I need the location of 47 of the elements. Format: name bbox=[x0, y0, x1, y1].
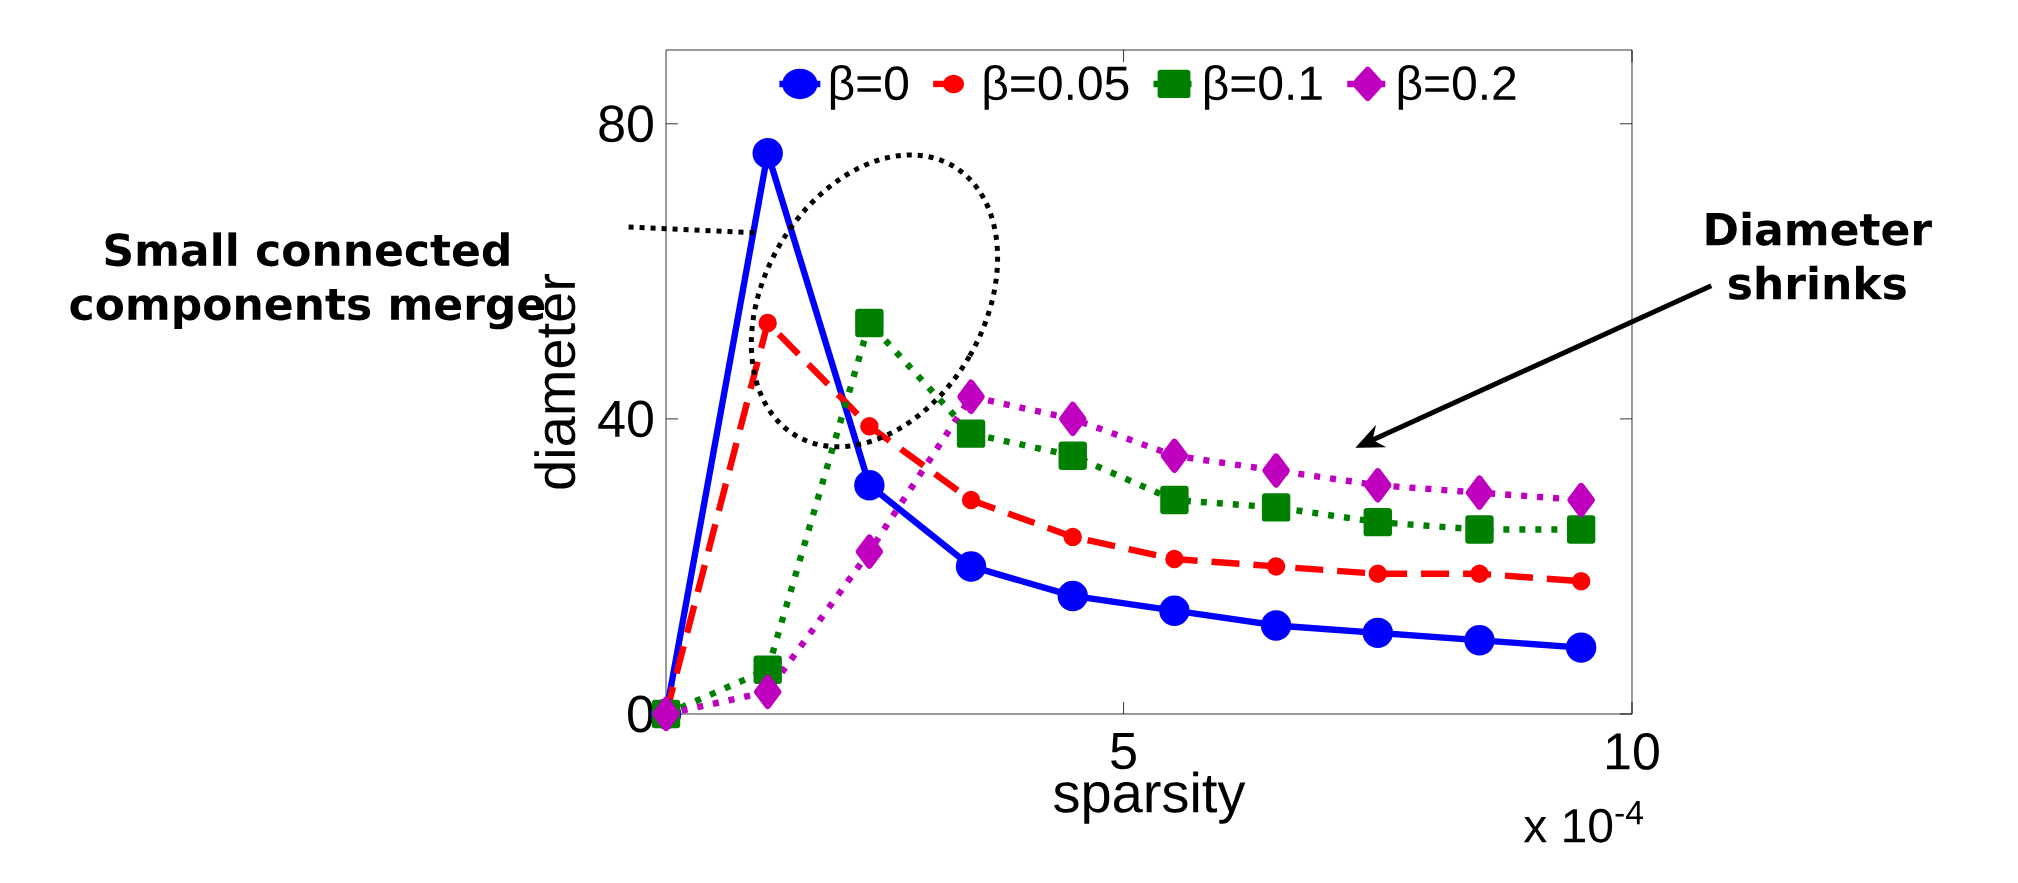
y-tick-label: 40 bbox=[598, 400, 653, 438]
point bbox=[1363, 507, 1392, 537]
point bbox=[752, 138, 783, 169]
point bbox=[758, 313, 777, 333]
point bbox=[955, 551, 987, 582]
legend-label: β=0 bbox=[830, 65, 908, 110]
point bbox=[855, 534, 884, 569]
legend-label: β=0.05 bbox=[984, 65, 1129, 110]
text: Diameter shrinks bbox=[1706, 211, 1932, 300]
point bbox=[1566, 515, 1596, 544]
point bbox=[1260, 610, 1292, 641]
point bbox=[1261, 493, 1291, 522]
legend-label: β=0.1 bbox=[1205, 65, 1322, 110]
point bbox=[1465, 475, 1494, 510]
point bbox=[1567, 482, 1595, 518]
x-axis-title: sparsity bbox=[1054, 771, 1246, 824]
point bbox=[1160, 485, 1189, 515]
point bbox=[1565, 632, 1597, 663]
point bbox=[1266, 557, 1286, 576]
point bbox=[1571, 571, 1591, 591]
point bbox=[1470, 564, 1489, 584]
point bbox=[1160, 438, 1189, 473]
point bbox=[1165, 549, 1184, 569]
point bbox=[1368, 564, 1387, 584]
point bbox=[1464, 625, 1495, 656]
text: x 10$^{-4}$ bbox=[1523, 801, 1643, 843]
point bbox=[961, 490, 981, 510]
point bbox=[1465, 515, 1494, 544]
point bbox=[753, 674, 782, 710]
y-tick-label: 80 bbox=[599, 105, 653, 143]
x-tick-label: 5 bbox=[1111, 733, 1136, 770]
point bbox=[1364, 468, 1392, 503]
point bbox=[1063, 527, 1082, 547]
x-tick-label: 10 bbox=[1607, 733, 1659, 770]
point bbox=[957, 379, 985, 414]
point bbox=[1057, 580, 1088, 612]
point bbox=[860, 417, 879, 436]
point bbox=[1058, 441, 1087, 470]
point bbox=[855, 308, 884, 338]
point bbox=[956, 419, 986, 448]
point bbox=[1362, 617, 1393, 649]
point bbox=[1059, 401, 1087, 437]
point bbox=[1159, 595, 1190, 626]
y-tick-label: 0 bbox=[628, 695, 653, 733]
point bbox=[854, 470, 885, 501]
point bbox=[1262, 453, 1290, 488]
legend-label: β=0.2 bbox=[1398, 65, 1516, 110]
